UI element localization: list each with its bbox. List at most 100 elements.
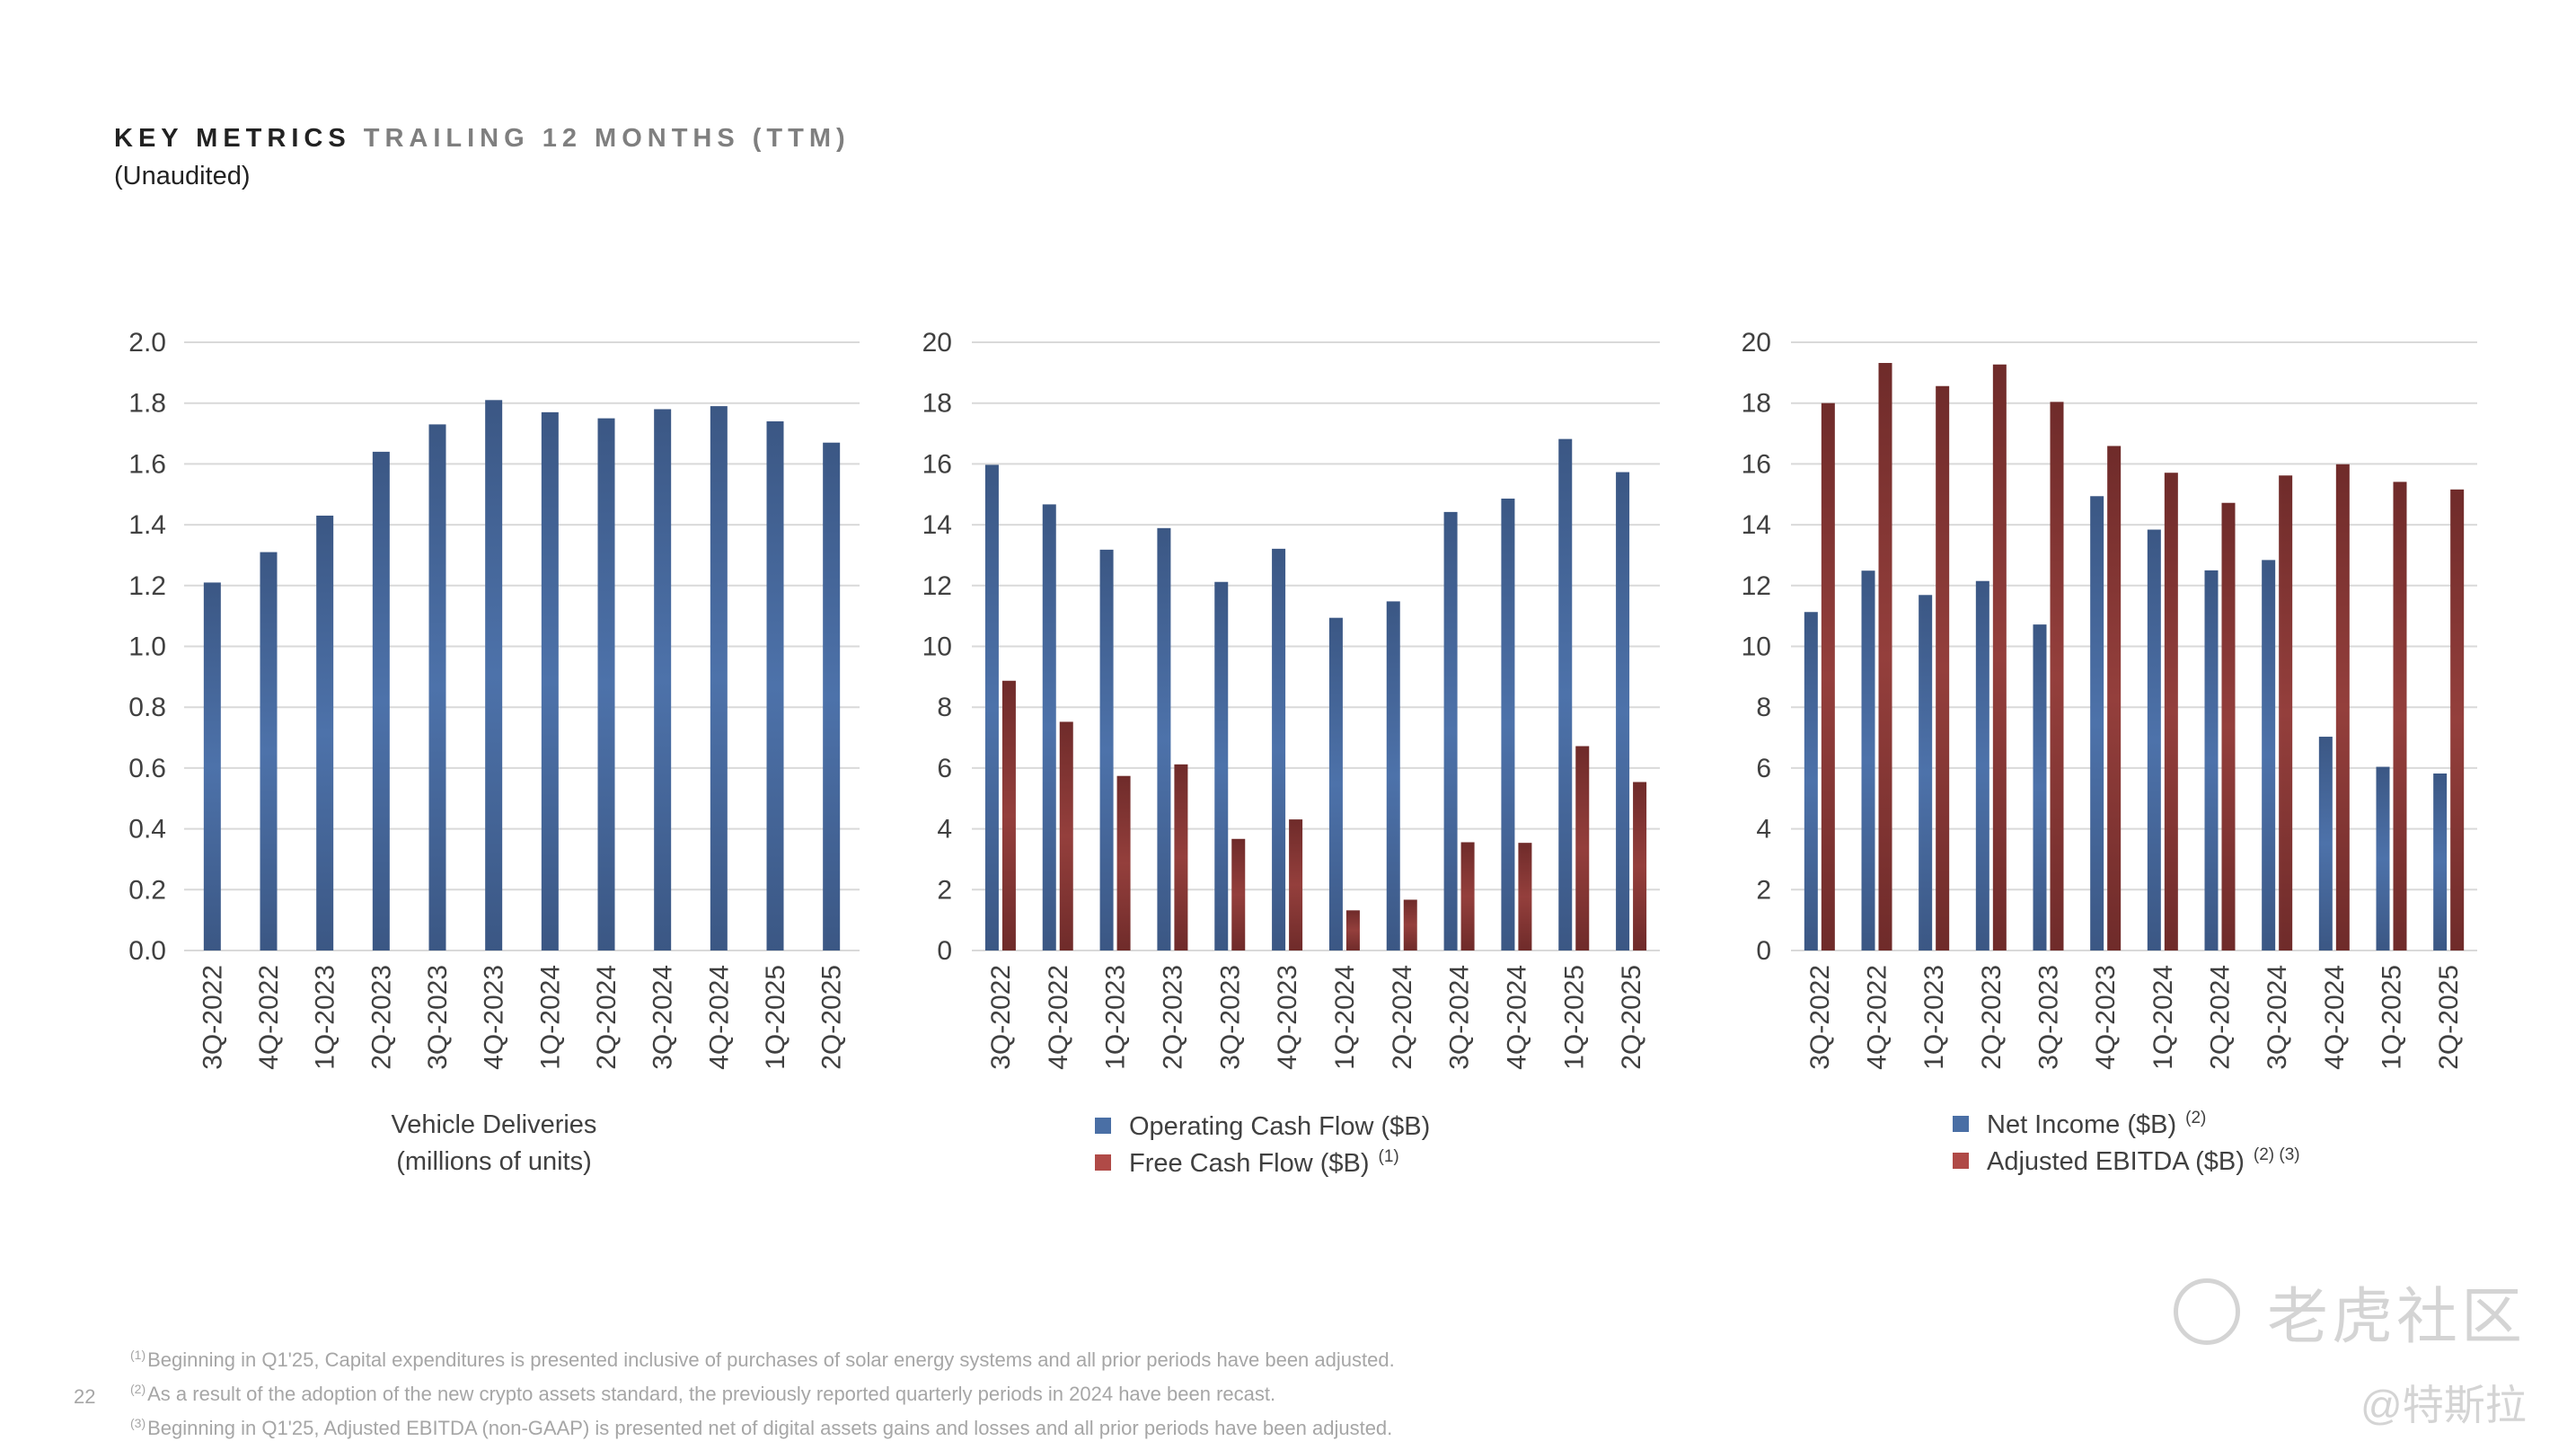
chart2-bar-red <box>1403 899 1417 950</box>
chart3-x-tick-label: 3Q-2022 <box>1805 965 1835 1070</box>
chart2-bar-red <box>1231 838 1246 950</box>
chart3-bar-blue <box>1975 580 1989 950</box>
chart2-x-tick-label: 3Q-2023 <box>1215 965 1245 1070</box>
legend-label: Net Income ($B) <box>1987 1110 2177 1139</box>
chart3-bar-blue <box>2033 624 2047 950</box>
chart3-bar-red <box>1878 363 1892 950</box>
chart1-x-tick-label: 1Q-2025 <box>761 965 790 1070</box>
footnote-3: (3)Beginning in Q1'25, Adjusted EBITDA (… <box>130 1409 1395 1443</box>
chart2-bar-red <box>1575 746 1590 950</box>
page-title: KEY METRICS TRAILING 12 MONTHS (TTM) <box>114 124 851 154</box>
chart3-x-tick-label: 4Q-2022 <box>1863 965 1892 1070</box>
chart1-x-tick-label: 3Q-2024 <box>648 965 678 1070</box>
chart3-y-tick-label: 14 <box>1742 510 1771 540</box>
legend-item-adjusted-ebitda: Adjusted EBITDA ($B) (2) (3) <box>1953 1144 2300 1180</box>
footnotes: (1)Beginning in Q1'25, Capital expenditu… <box>130 1340 1395 1443</box>
chart3-x-tick-label: 3Q-2023 <box>2034 965 2064 1070</box>
chart3-x-tick-label: 1Q-2023 <box>1919 965 1949 1070</box>
footnote-text: As a result of the adoption of the new c… <box>147 1383 1276 1405</box>
legend-item-net-income: Net Income ($B) (2) <box>1953 1107 2300 1144</box>
chart2-x-tick-label: 2Q-2025 <box>1617 965 1646 1070</box>
chart3-bar-red <box>2107 446 2122 951</box>
chart2-x-tick-label: 1Q-2023 <box>1101 965 1131 1070</box>
chart3-y-tick-label: 20 <box>1742 328 1771 358</box>
chart3-x-tick-label: 1Q-2025 <box>2378 965 2407 1070</box>
legend-label: Adjusted EBITDA ($B) <box>1987 1147 2245 1176</box>
chart2-x-tick-label: 2Q-2024 <box>1388 965 1417 1070</box>
chart3-bar-blue <box>2262 560 2276 950</box>
chart1-y-tick-label: 1.4 <box>128 510 166 540</box>
chart2-bar-blue <box>1099 549 1114 950</box>
tiger-logo-icon <box>2174 1278 2240 1345</box>
chart1-y-tick-label: 1.0 <box>128 632 166 662</box>
chart2-y-tick-label: 6 <box>937 754 952 783</box>
chart2-x-tick-label: 4Q-2024 <box>1502 965 1531 1070</box>
chart1-x-tick-label: 4Q-2024 <box>704 965 734 1070</box>
chart2-bar-blue <box>1501 498 1515 950</box>
chart2-y-tick-label: 2 <box>937 875 952 905</box>
chart2-x-tick-label: 3Q-2022 <box>986 965 1016 1070</box>
chart3-bar-red <box>2221 502 2236 950</box>
chart2-bar-red <box>1174 764 1188 950</box>
chart1-y-tick-label: 1.6 <box>128 449 166 479</box>
chart3-bar-blue <box>1919 595 1933 950</box>
watermark-logo: 老虎社区 <box>2174 1267 2526 1356</box>
chart1-y-tick-label: 0.6 <box>128 754 166 783</box>
chart3-x-tick-label: 4Q-2024 <box>2320 965 2350 1070</box>
legend-swatch-blue <box>1095 1118 1111 1134</box>
chart3-x-tick-label: 2Q-2025 <box>2434 965 2464 1070</box>
chart3-bar-blue <box>2318 737 2333 950</box>
chart3-y-tick-label: 10 <box>1742 632 1771 662</box>
chart1-x-tick-label: 2Q-2024 <box>592 965 622 1070</box>
chart3-x-tick-label: 3Q-2024 <box>2263 965 2292 1070</box>
chart2-x-tick-label: 4Q-2023 <box>1273 965 1302 1070</box>
watermark-handle: @特斯拉 <box>2360 1382 2527 1428</box>
chart2-y-tick-label: 10 <box>922 632 952 662</box>
chart2-bar-red <box>1518 843 1532 950</box>
legend-note: (2) (3) <box>2253 1145 2300 1164</box>
chart2-y-tick-label: 4 <box>937 815 952 844</box>
chart2-y-tick-label: 0 <box>937 936 952 966</box>
chart2-bar-blue <box>1328 617 1343 950</box>
chart3-bar-red <box>2450 489 2465 950</box>
legend-swatch-red <box>1095 1154 1111 1171</box>
chart1-x-tick-label: 3Q-2023 <box>423 965 453 1070</box>
chart2-x-tick-label: 2Q-2023 <box>1158 965 1187 1070</box>
chart3-bar-blue <box>2147 529 2161 950</box>
chart2-bar-red <box>1116 775 1131 950</box>
chart1-bar-blue <box>428 424 446 950</box>
title-bold: KEY METRICS <box>114 124 351 153</box>
footnote-text: Beginning in Q1'25, Capital expenditures… <box>147 1348 1395 1371</box>
legend-note: (2) <box>2185 1109 2207 1127</box>
chart1-bar-blue <box>823 442 841 951</box>
chart1-y-tick-label: 0.8 <box>128 693 166 722</box>
footnote-text: Beginning in Q1'25, Adjusted EBITDA (non… <box>147 1417 1393 1439</box>
chart2-bar-blue <box>1042 504 1056 950</box>
chart1-bar-blue <box>766 421 784 950</box>
chart2-bar-red <box>1059 721 1073 950</box>
chart2-x-tick-label: 3Q-2024 <box>1445 965 1475 1070</box>
footnote-2: (2)As a result of the adoption of the ne… <box>130 1375 1395 1409</box>
chart2-y-tick-label: 14 <box>922 510 952 540</box>
chart2-x-tick-label: 1Q-2025 <box>1559 965 1589 1070</box>
chart2-bar-red <box>1460 842 1475 950</box>
chart2-y-tick-label: 20 <box>922 328 952 358</box>
chart3-bar-red <box>2164 473 2178 950</box>
chart1-bar-blue <box>597 418 615 950</box>
chart3-bar-red <box>1936 385 1950 950</box>
chart1-x-tick-label: 1Q-2023 <box>311 965 340 1070</box>
chart1-bar-blue <box>541 411 559 951</box>
legend-swatch-blue <box>1953 1116 1969 1132</box>
footnote-mark: (2) <box>130 1382 146 1396</box>
chart3-x-tick-label: 4Q-2023 <box>2091 965 2121 1070</box>
chart2-x-tick-label: 4Q-2022 <box>1044 965 1073 1070</box>
legend-item-operating-cash-flow: Operating Cash Flow ($B) <box>1095 1109 1430 1145</box>
chart1-bar-blue <box>203 582 221 950</box>
chart1-bar-blue <box>485 400 503 950</box>
chart2-y-tick-label: 16 <box>922 449 952 479</box>
chart3-legend: Net Income ($B) (2) Adjusted EBITDA ($B)… <box>1953 1107 2300 1180</box>
chart2-legend: Operating Cash Flow ($B) Free Cash Flow … <box>1095 1109 1430 1182</box>
chart1-xlabel: Vehicle Deliveries (millions of units) <box>359 1107 629 1180</box>
chart3-y-tick-label: 2 <box>1756 875 1771 905</box>
